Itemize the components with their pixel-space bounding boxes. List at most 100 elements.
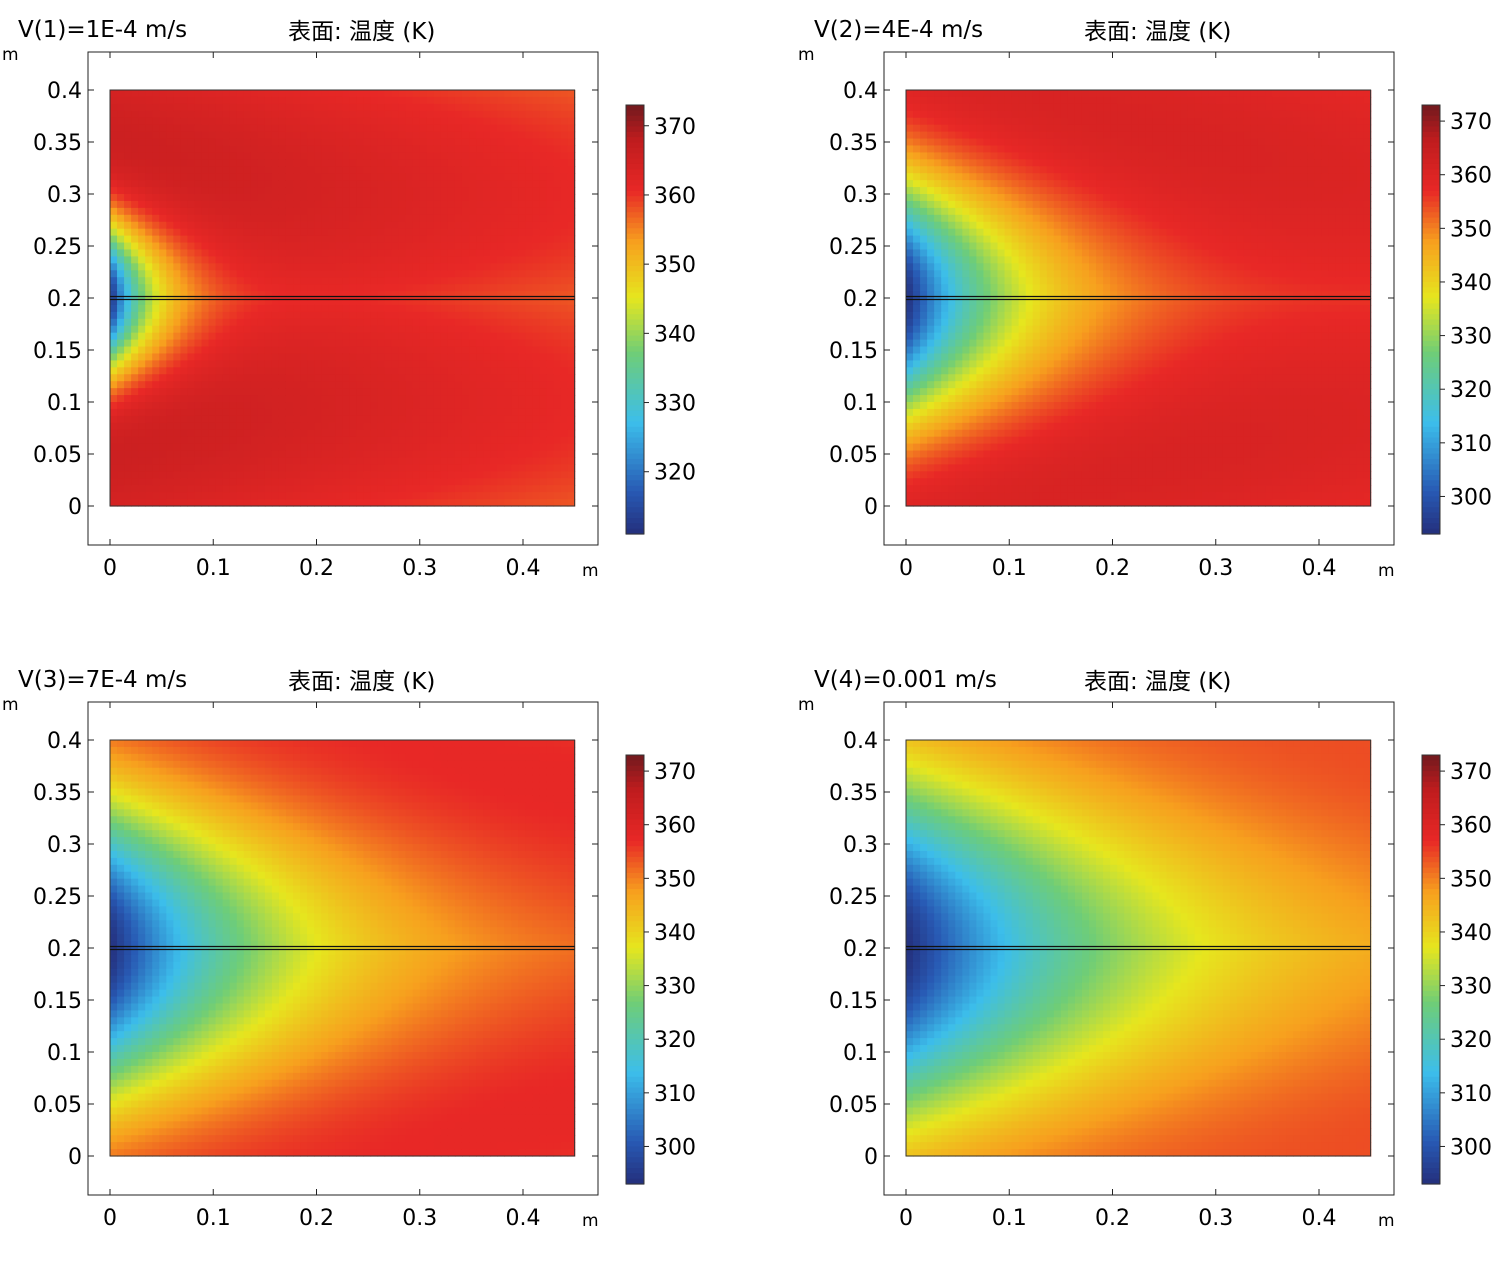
heatmap-cell: [258, 249, 266, 257]
heatmap-cell: [187, 104, 195, 112]
heatmap-cell: [455, 444, 463, 452]
heatmap-cell: [511, 471, 519, 479]
heatmap-cell: [216, 263, 224, 271]
heatmap-cell: [314, 249, 322, 257]
heatmap-cell: [378, 125, 386, 133]
heatmap-cell: [244, 423, 252, 431]
heatmap-cell: [342, 367, 350, 375]
heatmap-cell: [251, 132, 259, 140]
heatmap-cell: [941, 249, 949, 257]
heatmap-cell: [378, 305, 386, 313]
heatmap-cell: [920, 319, 928, 327]
heatmap-cell: [399, 222, 407, 230]
heatmap-cell: [455, 499, 463, 507]
heatmap-cell: [511, 374, 519, 382]
heatmap-cell: [955, 416, 963, 424]
heatmap-cell: [265, 90, 273, 98]
heatmap-cell: [561, 90, 569, 98]
heatmap-cell: [539, 145, 547, 153]
heatmap-cell: [265, 312, 273, 320]
heatmap-cell: [504, 333, 512, 341]
heatmap-cell: [216, 222, 224, 230]
heatmap-cell: [483, 166, 491, 174]
heatmap-cell: [448, 236, 456, 244]
heatmap-cell: [378, 97, 386, 105]
heatmap-cell: [321, 388, 329, 396]
heatmap-cell: [145, 409, 153, 417]
heatmap-cell: [469, 471, 477, 479]
heatmap-cell: [124, 347, 132, 355]
heatmap-cell: [525, 464, 533, 472]
heatmap-cell: [462, 166, 470, 174]
heatmap-cell: [413, 437, 421, 445]
heatmap-cell: [378, 284, 386, 292]
heatmap-cell: [145, 340, 153, 348]
heatmap-cell: [258, 430, 266, 438]
heatmap-cell: [230, 243, 238, 251]
heatmap-cell: [483, 97, 491, 105]
heatmap-cell: [476, 395, 484, 403]
heatmap-cell: [441, 187, 449, 195]
heatmap-cell: [356, 236, 364, 244]
heatmap-cell: [237, 201, 245, 209]
heatmap-cell: [455, 305, 463, 313]
heatmap-cell: [420, 416, 428, 424]
heatmap-cell: [948, 395, 956, 403]
heatmap-cell: [413, 236, 421, 244]
heatmap-cell: [342, 451, 350, 459]
heatmap-cell: [976, 180, 984, 188]
heatmap-cell: [258, 437, 266, 445]
heatmap-cell: [568, 166, 576, 174]
heatmap-cell: [216, 478, 224, 486]
heatmap-cell: [913, 430, 921, 438]
heatmap-cell: [511, 180, 519, 188]
heatmap-cell: [342, 319, 350, 327]
heatmap-cell: [321, 360, 329, 368]
heatmap-cell: [455, 437, 463, 445]
heatmap-cell: [314, 444, 322, 452]
heatmap-cell: [159, 353, 167, 361]
heatmap-cell: [356, 243, 364, 251]
heatmap-cell: [370, 229, 378, 237]
heatmap-cell: [448, 152, 456, 160]
heatmap-cell: [990, 229, 998, 237]
heatmap-cell: [363, 437, 371, 445]
heatmap-cell: [511, 305, 519, 313]
heatmap-cell: [497, 457, 505, 465]
heatmap-cell: [321, 125, 329, 133]
heatmap-cell: [406, 360, 414, 368]
heatmap-cell: [370, 326, 378, 334]
heatmap-cell: [976, 326, 984, 334]
heatmap-cell: [448, 326, 456, 334]
heatmap-cell: [300, 256, 308, 264]
heatmap-cell: [328, 478, 336, 486]
heatmap-cell: [998, 125, 1006, 133]
heatmap-cell: [265, 457, 273, 465]
heatmap-cell: [279, 180, 287, 188]
heatmap-cell: [370, 118, 378, 126]
heatmap-cell: [568, 284, 576, 292]
heatmap-cell: [568, 444, 576, 452]
heatmap-cell: [342, 360, 350, 368]
heatmap-cell: [356, 284, 364, 292]
heatmap-cell: [455, 159, 463, 167]
heatmap-cell: [251, 90, 259, 98]
heatmap-cell: [490, 229, 498, 237]
heatmap-cell: [976, 457, 984, 465]
heatmap-cell: [265, 326, 273, 334]
heatmap-cell: [554, 312, 562, 320]
heatmap-cell: [363, 229, 371, 237]
heatmap-cell: [265, 263, 273, 271]
heatmap-cell: [969, 360, 977, 368]
heatmap-cell: [532, 471, 540, 479]
heatmap-cell: [434, 423, 442, 431]
heatmap-cell: [244, 152, 252, 160]
heatmap-cell: [230, 374, 238, 382]
heatmap-cell: [448, 118, 456, 126]
heatmap-cell: [983, 388, 991, 396]
heatmap-cell: [209, 208, 217, 216]
heatmap-cell: [927, 353, 935, 361]
heatmap-cell: [539, 374, 547, 382]
colorbar-segment: [626, 164, 644, 170]
heatmap-cell: [483, 284, 491, 292]
